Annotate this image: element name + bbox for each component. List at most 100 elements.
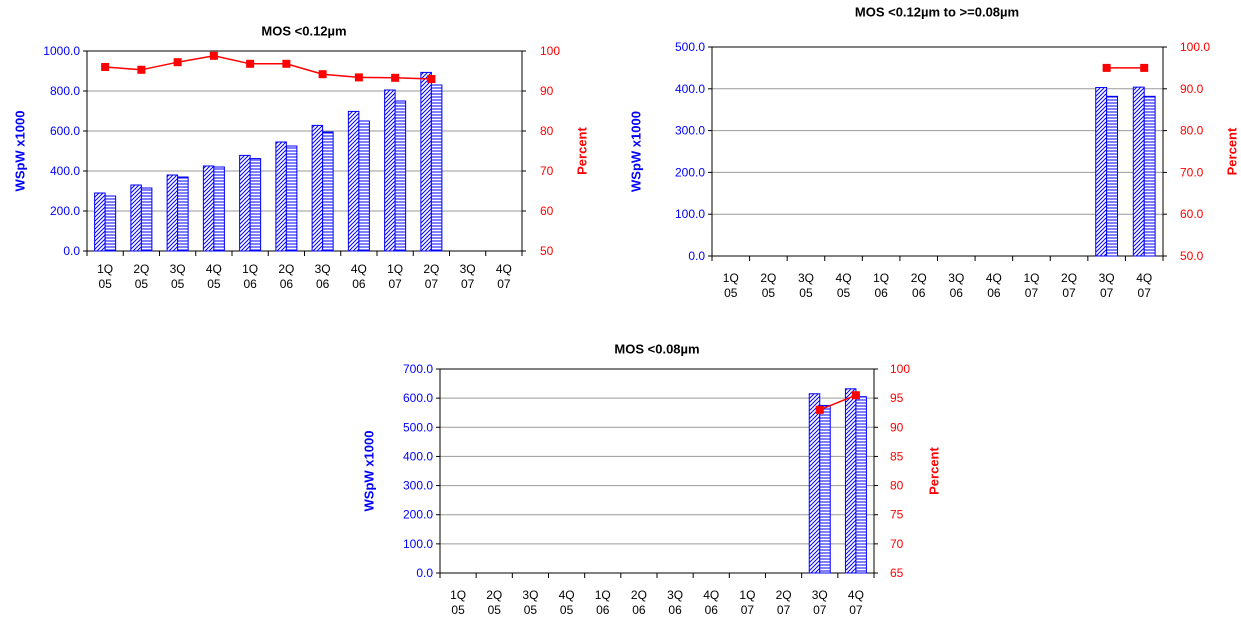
percent-point xyxy=(391,73,400,82)
x-tick-label: 1Q 05 xyxy=(97,262,113,291)
left-tick-label: 500.0 xyxy=(675,40,705,54)
bar xyxy=(1132,86,1145,257)
bar xyxy=(104,195,117,252)
left-tick-label: 1000.0 xyxy=(43,44,80,58)
left-tick-label: 0.0 xyxy=(688,249,705,263)
right-tick-label: 65 xyxy=(890,566,904,580)
x-tick-label: 4Q 06 xyxy=(351,262,367,291)
right-tick-label: 60 xyxy=(540,204,554,218)
x-tick-label: 4Q 06 xyxy=(986,271,1002,300)
right-tick-label: 70 xyxy=(540,164,554,178)
bar xyxy=(358,120,370,252)
x-tick-label: 1Q 05 xyxy=(723,271,739,300)
chart-3: MOS <0.08µm 0.0 100.0 200.0 300.0 400.0 500.0 6… xyxy=(361,342,941,617)
bar xyxy=(285,145,298,252)
x-tick-label: 2Q 07 xyxy=(1061,271,1077,300)
x-tick-label: 3Q 05 xyxy=(522,588,538,617)
left-tick-label: 100.0 xyxy=(403,537,433,551)
y-axis-label: WSpW x1000 xyxy=(12,111,27,192)
right-tick-label: 100 xyxy=(890,362,910,376)
x-tick-label: 2Q 07 xyxy=(776,588,792,617)
right-tick-label: 100.0 xyxy=(1180,40,1210,54)
percent-point xyxy=(815,405,824,414)
x-tick-label: 2Q 07 xyxy=(423,262,439,291)
x-tick-label: 4Q 07 xyxy=(496,262,512,291)
x-tick-label: 3Q 07 xyxy=(460,262,476,291)
y2-axis-label: Percent xyxy=(1224,127,1239,175)
percent-point xyxy=(318,70,327,79)
bar xyxy=(819,404,831,574)
x-tick-label: 4Q 07 xyxy=(848,588,864,617)
y-axis-label: WSpW x1000 xyxy=(361,431,376,512)
x-tick-label: 1Q 06 xyxy=(873,271,889,300)
percent-point xyxy=(354,73,363,82)
x-tick-label: 4Q 05 xyxy=(559,588,575,617)
right-tick-label: 80 xyxy=(890,479,904,493)
chart-1: MOS <0.12µm 0.0 200.0 400.0 600.0 800.0 1000.0… xyxy=(12,24,589,291)
percent-line xyxy=(105,55,432,80)
percent-point xyxy=(101,63,110,71)
percent-point xyxy=(851,391,860,400)
y2-axis-label: Percent xyxy=(926,446,941,494)
bar xyxy=(322,131,334,252)
bar xyxy=(855,396,867,574)
right-tick-label: 70 xyxy=(890,537,904,551)
percent-point xyxy=(427,75,436,83)
left-tick-label: 400.0 xyxy=(403,449,433,463)
percent-point xyxy=(137,65,146,74)
right-tick-label: 50.0 xyxy=(1180,249,1204,263)
x-tick-label: 2Q 06 xyxy=(911,271,927,300)
bar xyxy=(844,388,857,574)
left-tick-label: 200.0 xyxy=(403,508,433,522)
bar xyxy=(130,184,142,252)
x-tick-label: 3Q 05 xyxy=(798,271,814,300)
x-tick-label: 1Q 05 xyxy=(450,588,466,617)
chart-title: MOS <0.12µm xyxy=(261,24,346,39)
bar xyxy=(384,89,396,252)
left-tick-label: 600.0 xyxy=(403,391,433,405)
right-tick-label: 100 xyxy=(540,44,560,58)
percent-point xyxy=(209,51,218,60)
x-tick-label: 4Q 05 xyxy=(836,271,852,300)
chart-title: MOS <0.12µm to >=0.08µm xyxy=(855,5,1019,20)
bar xyxy=(808,393,821,574)
bar xyxy=(202,165,215,252)
right-tick-label: 70.0 xyxy=(1180,165,1204,179)
percent-point xyxy=(1102,63,1111,72)
bar xyxy=(420,71,432,252)
left-tick-label: 0.0 xyxy=(63,244,80,258)
x-tick-label: 2Q 06 xyxy=(631,588,647,617)
left-tick-label: 500.0 xyxy=(403,420,433,434)
chart-2: MOS <0.12µm to >=0.08µm 0.0 100.0 200.0 300.… xyxy=(628,5,1239,300)
x-tick-label: 1Q 06 xyxy=(242,262,258,291)
x-tick-label: 4Q 05 xyxy=(206,262,222,291)
bar xyxy=(166,174,179,252)
y-axis-label: WSpW x1000 xyxy=(628,111,643,192)
x-tick-label: 3Q 07 xyxy=(1099,271,1115,300)
left-tick-label: 800.0 xyxy=(50,84,80,98)
left-tick-label: 300.0 xyxy=(675,124,705,138)
x-tick-label: 4Q 07 xyxy=(1136,271,1152,300)
x-tick-label: 4Q 06 xyxy=(703,588,719,617)
x-tick-label: 3Q 06 xyxy=(315,262,331,291)
left-tick-label: 700.0 xyxy=(403,362,433,376)
bar xyxy=(177,176,189,252)
left-tick-label: 200.0 xyxy=(50,204,80,218)
x-tick-label: 1Q 07 xyxy=(1023,271,1039,300)
y2-axis-label: Percent xyxy=(574,126,589,174)
left-tick-label: 600.0 xyxy=(50,124,80,138)
right-tick-label: 85 xyxy=(890,449,904,463)
right-tick-label: 95 xyxy=(890,391,904,405)
x-tick-label: 2Q 05 xyxy=(760,271,776,300)
bar xyxy=(1143,95,1156,257)
percent-line xyxy=(819,394,857,411)
bar xyxy=(249,158,262,252)
right-tick-label: 90.0 xyxy=(1180,82,1204,96)
bar xyxy=(140,187,153,252)
left-tick-label: 400.0 xyxy=(50,164,80,178)
right-tick-label: 80 xyxy=(540,124,554,138)
x-tick-label: 2Q 06 xyxy=(278,262,294,291)
left-tick-label: 200.0 xyxy=(675,165,705,179)
left-tick-label: 300.0 xyxy=(403,479,433,493)
x-tick-label: 1Q 06 xyxy=(595,588,611,617)
